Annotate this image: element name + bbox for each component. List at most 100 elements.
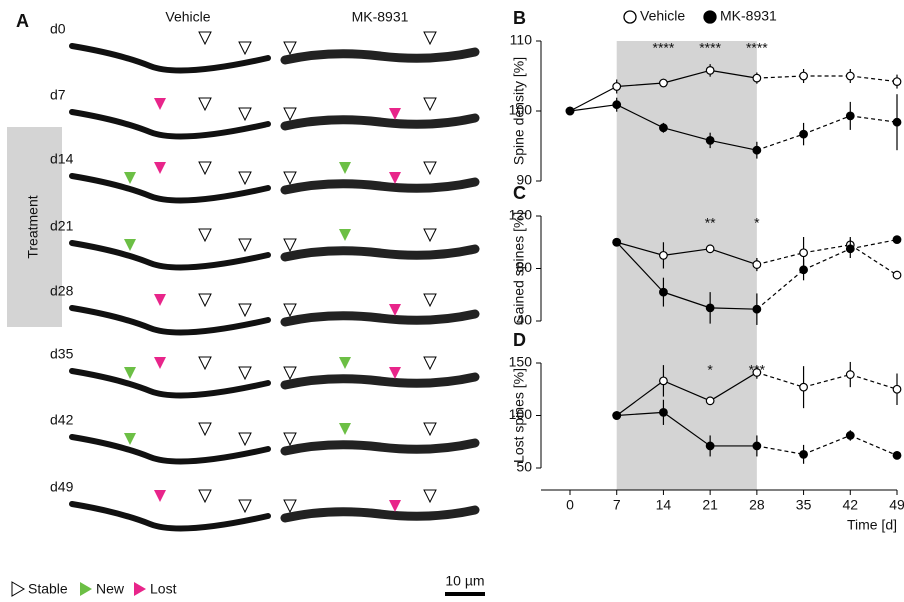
x-tick-label: 0: [566, 497, 574, 513]
y-tick-label: 50: [516, 459, 532, 475]
series-line: [616, 411, 664, 417]
spine-marker: [198, 31, 212, 46]
spine-marker: [238, 107, 252, 122]
spine-marker: [238, 171, 252, 186]
y-tick-label: 100: [509, 102, 533, 118]
spine-marker: [423, 31, 437, 46]
y-tick-label: 100: [509, 406, 533, 422]
data-point: [659, 407, 668, 417]
data-point: [892, 117, 902, 127]
spine-marker: [283, 303, 297, 318]
spine-marker: [238, 499, 252, 514]
spine-marker: [283, 41, 297, 56]
series-line: [850, 239, 898, 250]
x-tick-label: 7: [613, 497, 621, 513]
column-title: Vehicle: [165, 9, 210, 25]
data-point: [705, 441, 715, 451]
row-label: d35: [50, 346, 74, 362]
series-line: [803, 244, 851, 254]
legend-text: New: [96, 581, 125, 597]
data-point: [659, 250, 668, 260]
lost-icon: [134, 582, 146, 596]
spine-marker: [198, 422, 212, 437]
dendrite: [280, 177, 480, 195]
spine-marker: [124, 239, 136, 251]
data-point: [705, 396, 715, 406]
data-point: [892, 270, 902, 280]
y-tick-label: 90: [516, 172, 532, 188]
data-point: [612, 237, 622, 247]
spine-marker: [238, 432, 252, 447]
data-point: [612, 100, 622, 110]
dendrite: [280, 372, 480, 390]
spine-marker: [154, 98, 166, 110]
scale-bar: [445, 592, 485, 596]
series-line: [756, 445, 804, 455]
series-line: [569, 104, 617, 112]
data-point: [752, 368, 762, 377]
dendrite: [69, 434, 271, 465]
series-line: [756, 371, 804, 388]
series-line: [756, 269, 804, 310]
spine-marker: [238, 238, 252, 253]
x-tick-label: 21: [702, 497, 718, 513]
spine-marker: [198, 293, 212, 308]
series-line: [616, 82, 664, 88]
spine-marker: [283, 107, 297, 122]
dendrite: [280, 244, 480, 262]
stable-icon: [11, 581, 25, 597]
data-point: [659, 78, 668, 88]
significance: ****: [699, 40, 721, 56]
legend-a: Stable New Lost: [11, 581, 177, 597]
series-line: [709, 371, 758, 402]
y-tick-label: 80: [516, 259, 532, 275]
data-point: [892, 384, 902, 394]
dendrite: [69, 368, 271, 399]
series-line: [756, 252, 804, 266]
significance: *: [707, 362, 713, 378]
series-line: [709, 248, 758, 266]
spine-marker: [198, 356, 212, 371]
dendrite: [280, 47, 480, 65]
spine-marker: [389, 367, 401, 379]
dendrite: [69, 240, 271, 271]
series-line: [849, 244, 898, 276]
row-label: d7: [50, 87, 66, 103]
series-line: [850, 373, 898, 390]
series-line: [850, 434, 898, 456]
spine-marker: [339, 162, 351, 174]
data-point: [659, 123, 668, 133]
spine-marker: [198, 97, 212, 112]
spine-marker: [389, 108, 401, 120]
treatment-box: [7, 127, 62, 327]
dendrite: [69, 109, 271, 140]
legend-marker: [703, 10, 717, 24]
series-line: [850, 75, 898, 83]
data-point: [892, 77, 902, 86]
data-point: [799, 71, 808, 81]
significance: ****: [746, 40, 768, 56]
spine-marker: [238, 303, 252, 318]
y-axis-label: Spine density [%]: [511, 57, 527, 165]
spine-marker: [423, 161, 437, 176]
row-label: d28: [50, 283, 74, 299]
y-tick-label: 110: [510, 32, 533, 48]
data-point: [845, 431, 855, 440]
row-label: d14: [50, 151, 74, 167]
panel-letter: A: [16, 11, 29, 31]
spine-marker: [283, 171, 297, 186]
series-line: [710, 69, 757, 79]
spine-marker: [339, 423, 351, 435]
spine-marker: [238, 366, 252, 381]
series-line: [756, 133, 804, 151]
series-line: [663, 127, 711, 141]
spine-marker: [423, 228, 437, 243]
series-line: [710, 139, 757, 151]
series-line: [616, 241, 664, 256]
y-axis-label: Gained spines [%]: [511, 212, 527, 326]
spine-marker: [124, 172, 136, 184]
series-line: [803, 373, 851, 388]
significance: ***: [749, 362, 766, 378]
data-point: [845, 370, 855, 379]
